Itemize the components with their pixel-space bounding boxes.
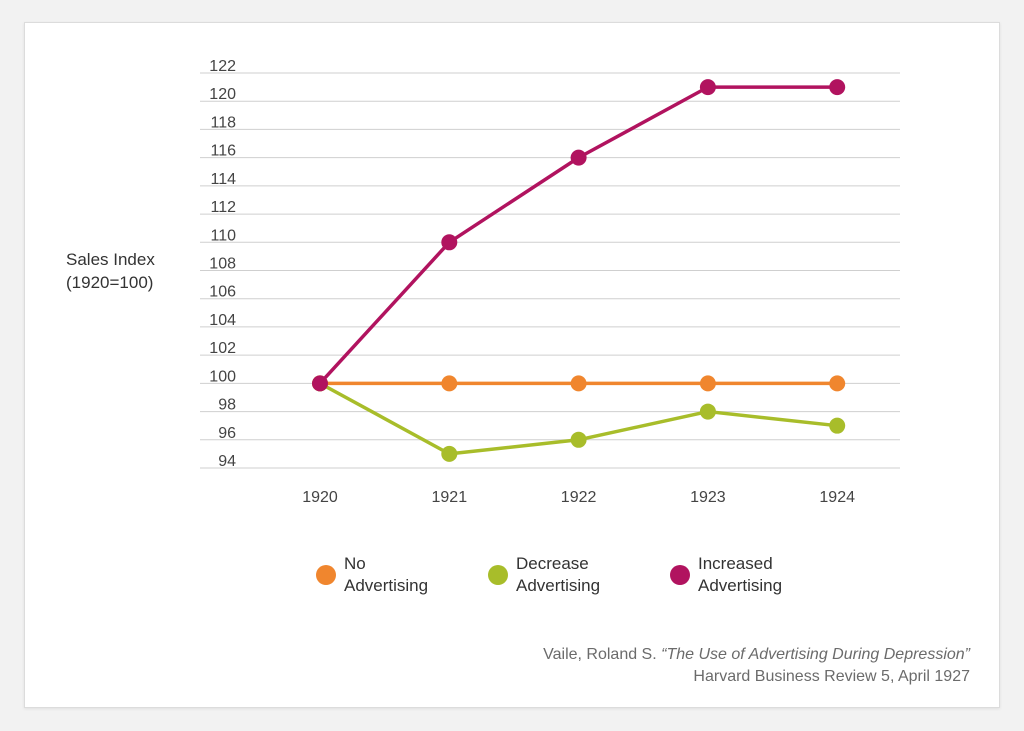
y-tick-label-114: 114	[210, 171, 236, 188]
x-tick-label-1924: 1924	[819, 489, 855, 506]
citation-line-1: Vaile, Roland S. “The Use of Advertising…	[543, 644, 970, 666]
legend-label-line: Increased	[698, 554, 773, 573]
y-tick-label-116: 116	[210, 143, 236, 160]
point-decrease-advertising-1923	[699, 403, 716, 420]
y-tick-label-96: 96	[218, 425, 236, 442]
point-decrease-advertising-1921	[441, 445, 458, 462]
chart-card	[24, 22, 1000, 708]
y-axis-label-line-1: Sales Index	[66, 250, 155, 269]
series-no-advertising	[312, 375, 846, 392]
legend-label-line: Advertising	[698, 576, 783, 595]
legend-label-no-advertising: No Advertising	[344, 553, 428, 597]
point-no-advertising-1923	[699, 375, 716, 392]
legend-label-line: Advertising	[344, 576, 429, 595]
series-increased-advertising	[312, 79, 846, 392]
x-tick-label-1922: 1922	[561, 489, 597, 506]
point-decrease-advertising-1924	[829, 417, 846, 434]
y-tick-label-108: 108	[209, 256, 236, 273]
series-group	[312, 79, 846, 462]
y-tick-label-100: 100	[209, 368, 236, 385]
y-tick-label-94: 94	[218, 453, 236, 470]
legend-dot-increased-advertising	[670, 565, 690, 585]
y-axis-label: Sales Index (1920=100)	[66, 248, 155, 294]
y-axis-label-line-2: (1920=100)	[66, 273, 154, 292]
point-increased-advertising-1922	[570, 149, 587, 166]
citation: Vaile, Roland S. “The Use of Advertising…	[543, 644, 970, 688]
y-tick-label-102: 102	[209, 340, 236, 357]
citation-title: “The Use of Advertising During Depressio…	[661, 646, 970, 663]
point-increased-advertising-1924	[829, 79, 846, 96]
legend-label-line: Advertising	[516, 576, 601, 595]
point-decrease-advertising-1922	[570, 431, 587, 448]
citation-source: Harvard Business Review 5, April 1927	[693, 668, 970, 685]
legend: No Advertising Decrease Advertising Increase…	[0, 553, 1024, 603]
y-tick-labels: 94 96 98 100 102 104 106 108 110 112 114 116 118 120 1…	[209, 58, 236, 470]
point-no-advertising-1922	[570, 375, 587, 392]
gridlines	[200, 72, 900, 469]
point-no-advertising-1921	[441, 375, 458, 392]
citation-author: Vaile, Roland S.	[543, 646, 662, 663]
x-tick-label-1921: 1921	[432, 489, 468, 506]
legend-dot-decrease-advertising	[488, 565, 508, 585]
point-increased-advertising-1923	[699, 79, 716, 96]
x-tick-label-1923: 1923	[690, 489, 726, 506]
legend-label-line: No	[344, 554, 366, 573]
legend-label-increased-advertising: Increased Advertising	[698, 553, 782, 597]
legend-dot-no-advertising	[316, 565, 336, 585]
y-tick-label-118: 118	[210, 114, 236, 131]
x-tick-labels: 1920 1921 1922 1923 1924	[302, 489, 855, 506]
y-tick-label-110: 110	[210, 227, 236, 244]
y-tick-label-98: 98	[218, 397, 236, 414]
y-tick-label-120: 120	[209, 86, 236, 103]
legend-label-decrease-advertising: Decrease Advertising	[516, 553, 600, 597]
legend-label-line: Decrease	[516, 554, 589, 573]
y-tick-label-104: 104	[209, 312, 236, 329]
point-increased-advertising-1921	[441, 234, 458, 251]
y-tick-label-106: 106	[209, 284, 236, 301]
series-line-increased-advertising	[318, 85, 838, 385]
y-tick-label-112: 112	[210, 199, 236, 216]
y-tick-label-122: 122	[209, 58, 236, 75]
point-no-advertising-1924	[829, 375, 846, 392]
point-increased-advertising-1920	[312, 375, 328, 392]
x-tick-label-1920: 1920	[302, 489, 338, 506]
